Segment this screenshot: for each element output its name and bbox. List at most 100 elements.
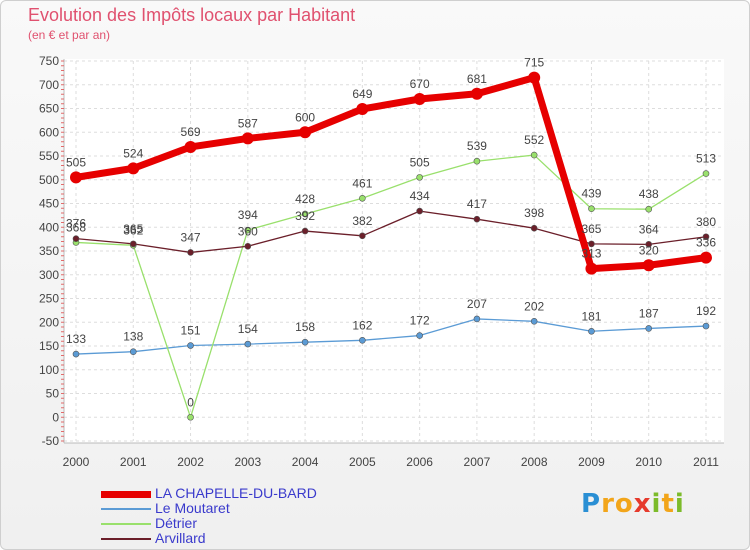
legend-label: Le Moutaret [155,500,230,516]
data-label: 392 [295,209,315,223]
y-tick-label: 350 [39,244,59,258]
data-point [530,151,538,159]
data-point [702,322,710,330]
data-label: 382 [352,214,372,228]
logo-letter: r [601,489,615,519]
data-label: 192 [696,304,716,318]
data-label: 394 [238,208,258,222]
data-label: 133 [66,332,86,346]
y-tick-label: 500 [39,173,59,187]
data-point [588,240,595,248]
data-label: 428 [295,192,315,206]
logo-letter: o [614,489,634,519]
data-point [72,350,80,358]
data-label: 539 [467,139,487,153]
data-point [700,251,712,264]
data-label: 365 [123,222,143,236]
logo-letter: x [633,489,652,519]
y-tick-label: 450 [39,197,59,211]
y-tick-label: 400 [39,220,59,234]
data-label: 461 [352,176,372,190]
data-label: 172 [410,314,430,328]
data-point [299,126,312,139]
series-line-3 [75,210,707,254]
data-point [416,332,423,339]
data-point [702,233,710,241]
data-label: 154 [238,322,258,336]
data-label: 313 [581,247,601,261]
y-tick-label: 250 [39,292,59,306]
series-line-1 [75,318,707,355]
data-label: 715 [524,56,544,70]
legend-swatch [101,523,151,525]
data-label: 181 [581,309,601,323]
data-point [473,157,481,165]
data-label: 587 [238,116,258,130]
data-label: 649 [352,87,372,101]
data-point [184,140,197,153]
legend-item: Arvillard [101,530,361,546]
y-tick-label: 600 [39,125,59,139]
data-point [301,227,309,235]
data-point [473,215,481,223]
y-tick-label: 550 [39,149,59,163]
data-point [356,102,369,115]
data-label: 417 [467,197,487,211]
data-label: 187 [639,306,659,320]
data-point [244,226,252,234]
data-label: 368 [66,220,86,234]
data-point [470,87,483,100]
legend-swatch [101,508,151,510]
data-point [129,240,137,248]
x-tick-label: 2008 [521,455,548,469]
data-point [413,93,426,105]
data-point [702,170,710,177]
y-tick-label: -50 [42,434,60,448]
data-point [645,325,653,332]
data-point [473,315,481,323]
x-tick-label: 2005 [349,455,376,469]
data-point [359,336,366,344]
x-tick-label: 2004 [292,455,319,469]
data-label: 439 [581,187,601,201]
data-point [645,205,653,213]
proxiti-logo: Proxiti [581,489,685,519]
data-label: 681 [467,72,487,86]
data-label: 158 [295,320,315,334]
data-label: 360 [238,224,258,238]
legend-label: LA CHAPELLE-DU-BARD [155,485,317,501]
data-point [244,242,252,250]
data-point [528,71,541,84]
data-point [301,210,309,218]
data-label: 398 [524,206,544,220]
data-label: 552 [524,133,544,147]
legend-item: LA CHAPELLE-DU-BARD [101,485,361,501]
data-label: 347 [181,230,201,244]
logo-letter: t [661,489,675,519]
data-point [72,235,80,242]
data-label: 362 [123,223,143,237]
data-label: 434 [410,189,430,203]
x-tick-label: 2002 [177,455,204,469]
legend-label: Arvillard [155,530,206,546]
chart-legend: LA CHAPELLE-DU-BARD Le Moutaret Détrier Arv… [101,485,361,546]
data-label: 151 [181,324,201,338]
data-point [359,232,366,240]
x-tick-label: 2009 [578,455,605,469]
data-label: 207 [467,297,487,311]
data-point [585,262,598,275]
data-label: 513 [696,152,716,166]
data-label: 320 [639,243,659,257]
data-point [588,327,595,335]
data-point [241,132,254,145]
x-tick-label: 2007 [464,455,491,469]
legend-swatch [101,538,151,540]
y-tick-label: 750 [39,54,59,68]
x-tick-label: 2001 [120,455,147,469]
data-point [301,338,309,346]
y-tick-label: 150 [39,339,59,353]
data-label: 376 [66,217,86,231]
x-tick-label: 2011 [693,455,719,469]
